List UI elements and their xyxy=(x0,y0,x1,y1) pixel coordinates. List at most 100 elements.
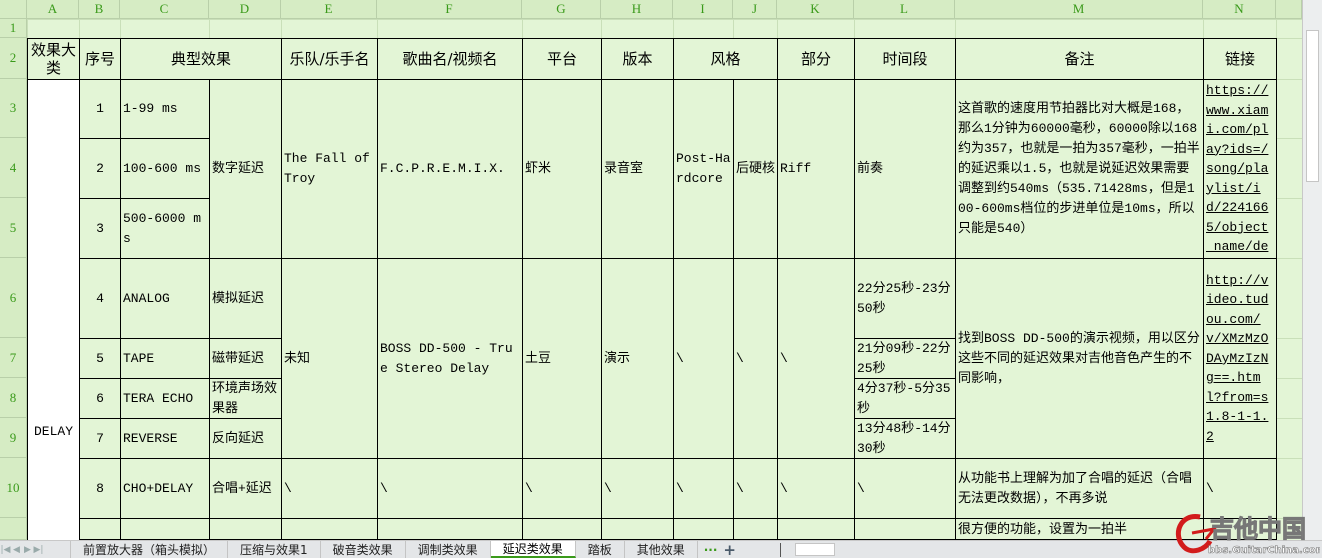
cell-d7[interactable]: 磁带延迟 xyxy=(209,338,282,379)
cell-n11[interactable] xyxy=(1203,518,1277,540)
cell-b4[interactable]: 2 xyxy=(79,138,121,199)
add-sheet-button[interactable]: + xyxy=(723,540,736,558)
last-sheet-icon[interactable]: ▶| xyxy=(33,544,44,555)
cell-j3-j5[interactable]: 后硬核 xyxy=(733,79,778,259)
cell-c11[interactable] xyxy=(120,518,210,540)
cell-m11[interactable]: 很方便的功能，设置为一拍半 xyxy=(955,518,1204,540)
cell-c5[interactable]: 500-6000 ms xyxy=(120,198,210,259)
cell-l3-l5[interactable]: 前奏 xyxy=(854,79,956,259)
column-header-h[interactable]: H xyxy=(601,0,673,19)
sheet-tab-3[interactable]: 调制类效果 xyxy=(406,541,491,558)
cell-e6-e9[interactable]: 未知 xyxy=(281,258,378,459)
cell-l2[interactable]: 时间段 xyxy=(854,38,956,80)
cell-b8[interactable]: 6 xyxy=(79,378,121,419)
cell-b2[interactable]: 序号 xyxy=(79,38,121,80)
cell-d3-d5[interactable]: 数字延迟 xyxy=(209,79,282,259)
cell-g11[interactable] xyxy=(522,518,602,540)
cell-d11[interactable] xyxy=(209,518,282,540)
cell-l7[interactable]: 21分09秒-22分25秒 xyxy=(854,338,956,379)
cell-c9[interactable]: REVERSE xyxy=(120,418,210,459)
horizontal-scrollbar[interactable] xyxy=(795,543,835,556)
cell-b7[interactable]: 5 xyxy=(79,338,121,379)
row-header-6[interactable]: 6 xyxy=(0,258,27,338)
cell-b9[interactable]: 7 xyxy=(79,418,121,459)
cell-j11[interactable] xyxy=(733,518,778,540)
cell-k6-k9[interactable]: \ xyxy=(777,258,855,459)
sheet-tab-5[interactable]: 踏板 xyxy=(576,541,625,558)
cell-l6[interactable]: 22分25秒-23分50秒 xyxy=(854,258,956,339)
cell-c10[interactable]: CHO+DELAY xyxy=(120,458,210,519)
cell-g6-g9[interactable]: 土豆 xyxy=(522,258,602,459)
cell-h11[interactable] xyxy=(601,518,674,540)
cell-k3-k5[interactable]: Riff xyxy=(777,79,855,259)
cell-b6[interactable]: 4 xyxy=(79,258,121,339)
cell-b5[interactable]: 3 xyxy=(79,198,121,259)
sheet-tab-4[interactable]: 延迟类效果 xyxy=(490,541,576,558)
column-header-j[interactable]: J xyxy=(733,0,777,19)
cell-g10[interactable]: \ xyxy=(522,458,602,519)
cell-j6-j9[interactable]: \ xyxy=(733,258,778,459)
cell-e10[interactable]: \ xyxy=(281,458,378,519)
cell-e11[interactable] xyxy=(281,518,378,540)
cell-h6-h9[interactable]: 演示 xyxy=(601,258,674,459)
select-all-corner[interactable] xyxy=(0,0,27,19)
row-header-9[interactable]: 9 xyxy=(0,418,27,458)
cell-m3-m5[interactable]: 这首歌的速度用节拍器比对大概是168，那么1分钟为60000毫秒，60000除以… xyxy=(955,79,1204,259)
vertical-scrollbar[interactable] xyxy=(1302,0,1322,540)
cell-j10[interactable]: \ xyxy=(733,458,778,519)
cell-n2[interactable]: 链接 xyxy=(1203,38,1277,80)
sheet-tab-1[interactable]: 压缩与效果1 xyxy=(228,541,321,558)
row-header-3[interactable]: 3 xyxy=(0,79,27,138)
sheet-tab-6[interactable]: 其他效果 xyxy=(625,541,698,558)
cell-b11[interactable] xyxy=(79,518,121,540)
cell-d6[interactable]: 模拟延迟 xyxy=(209,258,282,339)
row-header-8[interactable]: 8 xyxy=(0,378,27,418)
cell-d10[interactable]: 合唱+延迟 xyxy=(209,458,282,519)
row-header-11[interactable] xyxy=(0,518,27,540)
cell-a3-a11[interactable]: DELAY xyxy=(27,79,80,540)
cell-l9[interactable]: 13分48秒-14分30秒 xyxy=(854,418,956,459)
cell-f6-f9[interactable]: BOSS DD-500 - True Stereo Delay xyxy=(377,258,523,459)
cell-l8[interactable]: 4分37秒-5分35秒 xyxy=(854,378,956,419)
cell-n10[interactable]: \ xyxy=(1203,458,1277,519)
cell-k10[interactable]: \ xyxy=(777,458,855,519)
column-header-l[interactable]: L xyxy=(854,0,955,19)
next-sheet-icon[interactable]: ▶ xyxy=(24,544,31,555)
sheet-tab-2[interactable]: 破音类效果 xyxy=(321,541,406,558)
row-header-1[interactable]: 1 xyxy=(0,19,27,38)
cell-d9[interactable]: 反向延迟 xyxy=(209,418,282,459)
cell-h2[interactable]: 版本 xyxy=(601,38,674,80)
cell-l10[interactable]: \ xyxy=(854,458,956,519)
cell-f3-f5[interactable]: F.C.P.R.E.M.I.X. xyxy=(377,79,523,259)
more-sheets-button[interactable]: ··· xyxy=(703,542,718,557)
cell-m6-m9[interactable]: 找到BOSS DD-500的演示视频，用以区分这些不同的延迟效果对吉他音色产生的… xyxy=(955,258,1204,459)
cell-h10[interactable]: \ xyxy=(601,458,674,519)
cell-h3-h5[interactable]: 录音室 xyxy=(601,79,674,259)
column-header-k[interactable]: K xyxy=(777,0,854,19)
cell-c4[interactable]: 100-600 ms xyxy=(120,138,210,199)
cell-i11[interactable] xyxy=(673,518,734,540)
cell-g3-g5[interactable]: 虾米 xyxy=(522,79,602,259)
cell-g2[interactable]: 平台 xyxy=(522,38,602,80)
column-header-g[interactable]: G xyxy=(522,0,601,19)
cell-f11[interactable] xyxy=(377,518,523,540)
cell-b3[interactable]: 1 xyxy=(79,79,121,139)
cell-n3-n5[interactable]: https://www.xiami.com/play?ids=/song/pla… xyxy=(1203,79,1277,259)
row-header-5[interactable]: 5 xyxy=(0,198,27,258)
row-header-7[interactable]: 7 xyxy=(0,338,27,378)
cell-i3-i5[interactable]: Post-Hardcore xyxy=(673,79,734,259)
column-header-d[interactable]: D xyxy=(209,0,281,19)
cell-b10[interactable]: 8 xyxy=(79,458,121,519)
cell-c3[interactable]: 1-99 ms xyxy=(120,79,210,139)
cell-k2[interactable]: 部分 xyxy=(777,38,855,80)
sheet-tab-0[interactable]: 前置放大器（箱头模拟） xyxy=(70,541,229,558)
row-header-2[interactable]: 2 xyxy=(0,38,27,79)
column-header-e[interactable]: E xyxy=(281,0,377,19)
cell-c7[interactable]: TAPE xyxy=(120,338,210,379)
column-header-c[interactable]: C xyxy=(120,0,209,19)
cell-l11[interactable] xyxy=(854,518,956,540)
column-header-f[interactable]: F xyxy=(377,0,522,19)
cell-i6-i9[interactable]: \ xyxy=(673,258,734,459)
cell-e3-e5[interactable]: The Fall of Troy xyxy=(281,79,378,259)
cell-m10[interactable]: 从功能书上理解为加了合唱的延迟（合唱无法更改数据），不再多说 xyxy=(955,458,1204,519)
